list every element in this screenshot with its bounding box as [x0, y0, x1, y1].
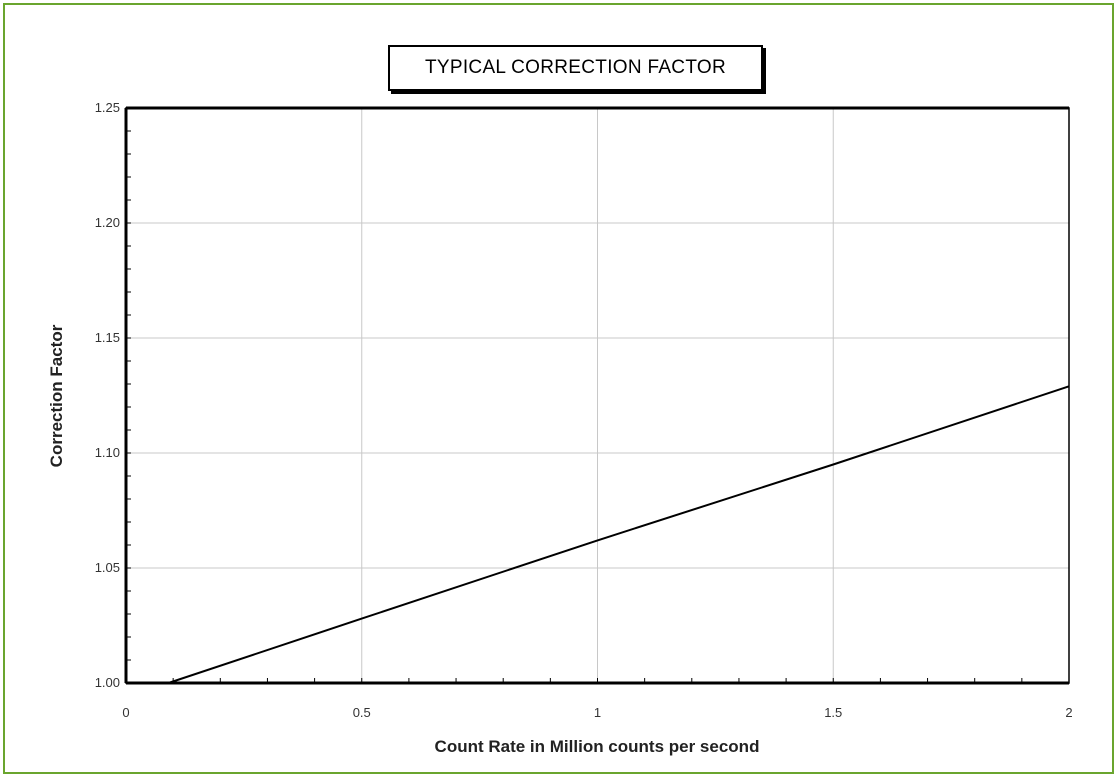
- x-tick-label: 1: [594, 705, 601, 720]
- y-tick-label: 1.20: [95, 215, 120, 230]
- y-tick-label: 1.00: [95, 675, 120, 690]
- y-tick-label: 1.15: [95, 330, 120, 345]
- y-axis-title: Correction Factor: [47, 324, 66, 467]
- y-tick-labels: 1.00 1.05 1.10 1.15 1.20 1.25: [95, 100, 120, 690]
- tick-marks: [125, 107, 1070, 684]
- series-layer: [168, 385, 1070, 684]
- x-tick-label: 0: [122, 705, 129, 720]
- x-axis-title: Count Rate in Million counts per second: [435, 737, 760, 756]
- y-tick-label: 1.05: [95, 560, 120, 575]
- y-tick-label: 1.10: [95, 445, 120, 460]
- x-tick-labels: 0 0.5 1 1.5 2: [122, 705, 1072, 720]
- x-tick-label: 2: [1065, 705, 1072, 720]
- series-line: [168, 385, 1070, 684]
- chart-frame: [3, 3, 1114, 774]
- y-tick-label: 1.25: [95, 100, 120, 115]
- x-tick-label: 1.5: [824, 705, 842, 720]
- x-tick-label: 0.5: [353, 705, 371, 720]
- chart-title: TYPICAL CORRECTION FACTOR: [388, 45, 763, 91]
- grid-lines: [126, 108, 1069, 683]
